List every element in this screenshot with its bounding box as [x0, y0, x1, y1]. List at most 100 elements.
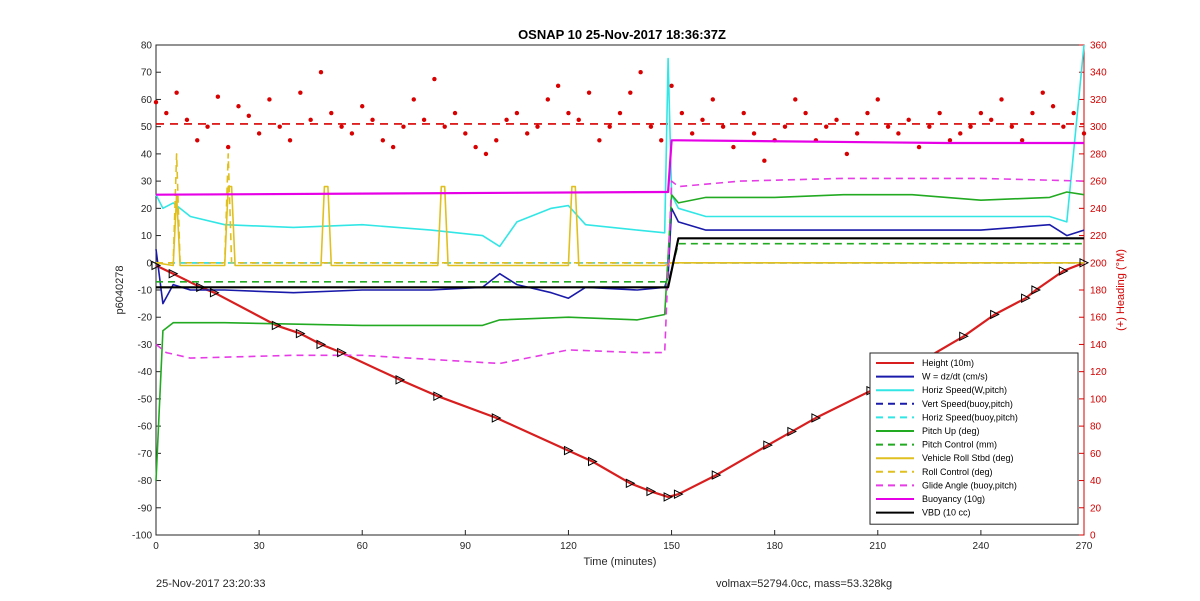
heading-point [225, 144, 231, 150]
y-tick-label-0: 80 [141, 41, 153, 52]
y2-tick-label-9: 180 [1090, 286, 1107, 297]
heading-point [628, 90, 633, 95]
heading-point [989, 117, 994, 123]
heading-point [329, 110, 334, 116]
height-marker [337, 347, 347, 358]
height-marker [168, 268, 179, 279]
heading-point [762, 158, 767, 163]
y2-tick-label-18: 0 [1090, 531, 1096, 542]
series-line-7 [155, 185, 1084, 267]
heading-point [576, 117, 581, 123]
heading-point [504, 117, 509, 123]
legend-label-7: Vehicle Roll Stbd (deg) [922, 453, 1014, 463]
heading-point [153, 99, 159, 105]
series-line-9 [155, 177, 1085, 365]
y2-tick-label-11: 140 [1090, 340, 1107, 351]
y2-tick-label-0: 360 [1090, 41, 1107, 52]
y2-tick-label-3: 300 [1090, 122, 1107, 133]
y-tick-label-17: -90 [138, 503, 153, 514]
legend-label-6: Pitch Control (mm) [922, 440, 997, 450]
y2-tick-label-16: 40 [1090, 476, 1102, 487]
heading-point [854, 131, 860, 136]
heading-point [648, 124, 654, 129]
heading-point [411, 97, 416, 102]
heading-point [184, 117, 190, 123]
y-tick-label-14: -60 [138, 422, 153, 433]
y2-tick-label-17: 20 [1090, 503, 1102, 514]
heading-point [689, 131, 695, 136]
heading-point [1019, 138, 1025, 143]
heading-point [1061, 124, 1066, 129]
height-marker [563, 445, 574, 456]
y2-tick-label-2: 320 [1090, 95, 1107, 106]
legend-label-0: Height (10m) [922, 358, 974, 368]
heading-point [782, 124, 788, 129]
y-axis-ticks: 80 70 60 50 40 30 20 10 0 -10 -20 -30 -40 -50 -60 -70 -8… [132, 41, 161, 542]
heading-point [751, 131, 757, 136]
heading-point [452, 110, 458, 116]
heading-point [463, 131, 468, 136]
heading-point [360, 104, 365, 109]
heading-point [555, 83, 561, 89]
heading-point [586, 90, 592, 95]
legend-label-8: Roll Control (deg) [922, 467, 993, 477]
height-marker [990, 309, 1000, 320]
y2-tick-label-1: 340 [1090, 68, 1107, 79]
heading-point [442, 124, 447, 129]
legend-label-5: Pitch Up (deg) [922, 426, 980, 436]
y2-axis-label: (+) Heading (°M) [1115, 249, 1127, 331]
heading-point [927, 124, 932, 129]
y2-tick-label-12: 120 [1090, 367, 1107, 378]
heading-point [164, 110, 169, 116]
heading-point [617, 110, 623, 116]
height-marker [959, 331, 969, 342]
x-axis-label: Time (minutes) [584, 556, 657, 568]
y-axis-label: p6040278 [114, 266, 126, 315]
x-tick-label-4: 120 [560, 541, 577, 552]
heading-point [978, 110, 984, 116]
y-tick-label-3: 50 [141, 122, 153, 133]
height-marker [1079, 257, 1090, 268]
heading-point [215, 94, 221, 99]
legend-label-4: Horiz Speed(buoy,pitch) [922, 412, 1018, 422]
heading-point [246, 113, 251, 118]
heading-point [514, 110, 520, 116]
heading-point [349, 131, 355, 136]
height-marker [646, 486, 657, 497]
height-marker [295, 328, 306, 339]
heading-point [875, 97, 880, 102]
y-tick-label-2: 60 [141, 95, 153, 106]
heading-point [638, 70, 643, 75]
heading-point [380, 138, 386, 143]
x-tick-label-5: 150 [663, 541, 680, 552]
y-tick-label-12: -40 [138, 367, 153, 378]
y2-tick-label-8: 200 [1090, 258, 1107, 269]
heading-point [803, 110, 808, 116]
height-marker [151, 260, 162, 271]
y2-tick-label-10: 160 [1090, 313, 1107, 324]
x-tick-label-3: 90 [460, 541, 472, 552]
heading-point [318, 70, 324, 75]
height-marker [1031, 285, 1041, 295]
series-lines [155, 44, 1085, 498]
y-tick-label-16: -80 [138, 476, 153, 487]
y2-tick-label-5: 260 [1090, 177, 1107, 188]
y-tick-label-13: -50 [138, 394, 153, 405]
heading-point [401, 124, 406, 129]
heading-point [1081, 131, 1087, 136]
heading-point [947, 138, 953, 143]
y-tick-label-11: -30 [138, 340, 153, 351]
x-tick-label-0: 0 [153, 541, 159, 552]
heading-point [298, 90, 303, 95]
heading-point [236, 104, 241, 109]
x-axis-ticks: 0 30 60 90 120 150 180 210 240 270 [153, 530, 1093, 552]
height-marker [491, 413, 502, 423]
y-tick-label-15: -70 [138, 449, 153, 460]
height-marker [395, 375, 406, 385]
heading-point [607, 124, 612, 129]
y2-tick-label-7: 220 [1090, 231, 1107, 242]
heading-point [535, 124, 540, 129]
series-line-0 [155, 261, 1085, 498]
heading-point [483, 151, 489, 157]
heading-point [1050, 104, 1056, 109]
